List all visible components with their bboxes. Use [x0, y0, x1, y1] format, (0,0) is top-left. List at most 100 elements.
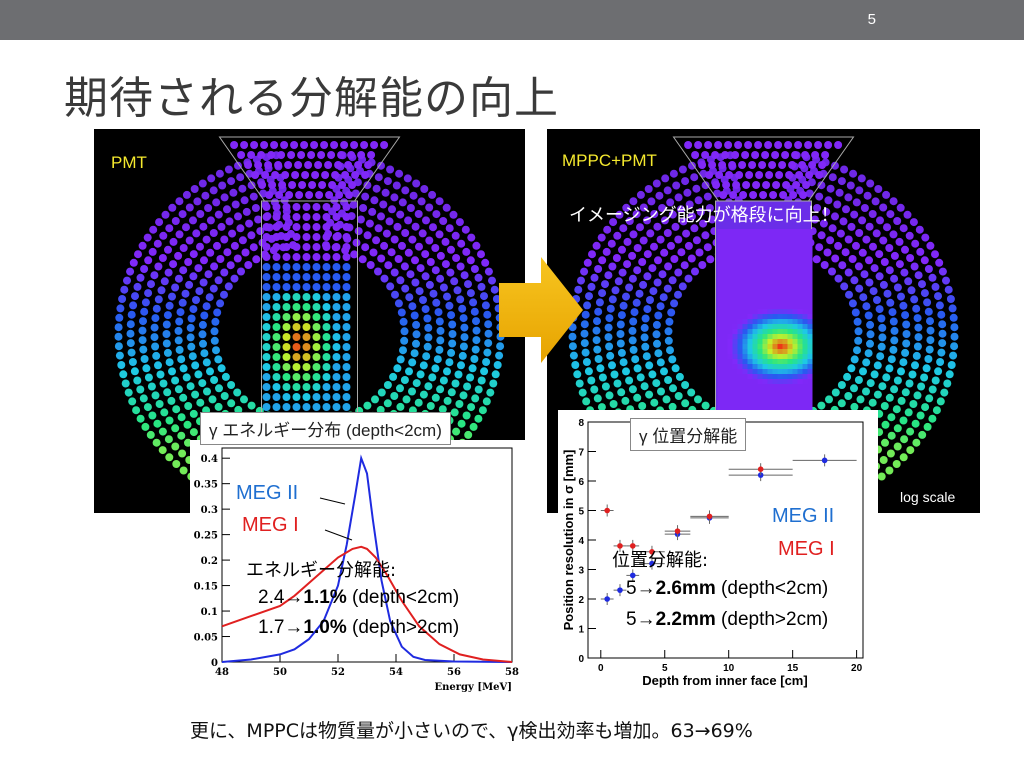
detector-pixel — [795, 171, 804, 179]
detector-pixel — [850, 210, 859, 219]
detector-pixel — [772, 304, 778, 309]
detector-pixel — [129, 301, 138, 310]
detector-pixel — [901, 348, 910, 357]
detector-pixel — [876, 352, 885, 361]
detector-pixel — [422, 352, 431, 361]
detector-pixel — [292, 343, 301, 351]
detector-pixel — [401, 186, 410, 195]
detector-pixel — [669, 384, 677, 393]
detector-pixel — [727, 294, 733, 299]
detector-pixel — [727, 384, 733, 389]
detector-pixel — [872, 229, 881, 238]
detector-pixel — [772, 354, 778, 359]
detector-pixel — [470, 265, 479, 273]
detector-pixel — [199, 222, 208, 231]
detector-pixel — [767, 229, 773, 234]
detector-pixel — [701, 181, 710, 190]
detector-pixel — [678, 282, 687, 291]
detector-pixel — [767, 249, 773, 254]
detector-pixel — [420, 185, 429, 193]
detector-pixel — [924, 355, 933, 363]
detector-pixel — [727, 339, 733, 344]
detector-pixel — [342, 333, 351, 341]
detector-pixel — [737, 374, 743, 379]
detector-pixel — [727, 399, 733, 404]
detector-pixel — [737, 264, 743, 269]
detector-pixel — [752, 344, 758, 349]
detector-pixel — [582, 358, 591, 366]
detector-pixel — [342, 323, 351, 331]
detector-pixel — [782, 324, 788, 329]
slide-title: 期待される分解能の向上 — [64, 73, 559, 124]
detector-pixel — [732, 181, 741, 189]
detector-pixel — [802, 234, 808, 239]
detector-pixel — [653, 339, 661, 348]
detector-pixel — [797, 364, 803, 369]
detector-pixel — [464, 430, 473, 439]
detector-pixel — [288, 181, 297, 189]
detector-pixel — [869, 242, 877, 251]
detector-pixel — [742, 294, 748, 299]
detector-pixel — [708, 215, 717, 224]
detector-pixel — [727, 344, 733, 349]
detector-pixel — [223, 205, 231, 214]
detector-pixel — [792, 329, 798, 334]
detector-pixel — [737, 314, 743, 319]
detector-pixel — [416, 264, 425, 273]
detector-pixel — [262, 393, 271, 401]
detector-pixel — [254, 215, 263, 224]
detector-pixel — [282, 363, 291, 371]
detector-pixel — [383, 381, 392, 389]
detector-pixel — [361, 243, 370, 252]
detector-pixel — [472, 317, 480, 326]
detector-pixel — [214, 355, 223, 364]
detector-pixel — [762, 374, 768, 379]
detector-pixel — [381, 188, 390, 197]
detector-pixel — [807, 314, 813, 319]
y-tick-label: 8 — [578, 418, 584, 429]
detector-pixel — [312, 373, 321, 381]
detector-pixel — [262, 383, 271, 391]
detector-pixel — [777, 364, 783, 369]
detector-pixel — [747, 314, 753, 319]
detector-pixel — [404, 248, 413, 257]
detector-pixel — [421, 272, 430, 281]
detector-pixel — [895, 237, 904, 246]
detector-pixel — [757, 389, 763, 394]
detector-pixel — [312, 283, 321, 291]
detector-pixel — [717, 299, 723, 304]
detector-pixel — [847, 222, 856, 231]
detector-pixel — [330, 196, 339, 205]
meg2-point — [821, 457, 828, 464]
detector-pixel — [732, 254, 738, 259]
detector-pixel — [762, 369, 768, 374]
detector-pixel — [605, 342, 614, 351]
detector-pixel — [198, 320, 207, 329]
detector-pixel — [302, 213, 311, 221]
detector-pixel — [737, 249, 743, 254]
detector-pixel — [302, 333, 311, 341]
detector-pixel — [423, 342, 432, 351]
detector-pixel — [480, 292, 488, 301]
detector-pixel — [312, 323, 321, 331]
detector-pixel — [159, 379, 168, 388]
detector-pixel — [460, 271, 469, 280]
meg1-point — [706, 513, 713, 520]
detector-pixel — [797, 339, 803, 344]
detector-pixel — [419, 390, 428, 399]
detector-pixel — [777, 249, 783, 254]
detector-pixel — [823, 248, 832, 257]
detector-pixel — [807, 319, 813, 324]
detector-pixel — [722, 404, 728, 409]
detector-pixel — [742, 274, 748, 279]
detector-pixel — [890, 336, 899, 345]
detector-pixel — [165, 224, 174, 233]
detector-pixel — [480, 367, 489, 376]
detector-pixel — [797, 279, 803, 284]
detector-pixel — [721, 151, 730, 159]
detector-pixel — [762, 404, 768, 409]
detector-pixel — [350, 141, 359, 149]
detector-pixel — [163, 388, 172, 397]
detector-pixel — [837, 381, 846, 389]
